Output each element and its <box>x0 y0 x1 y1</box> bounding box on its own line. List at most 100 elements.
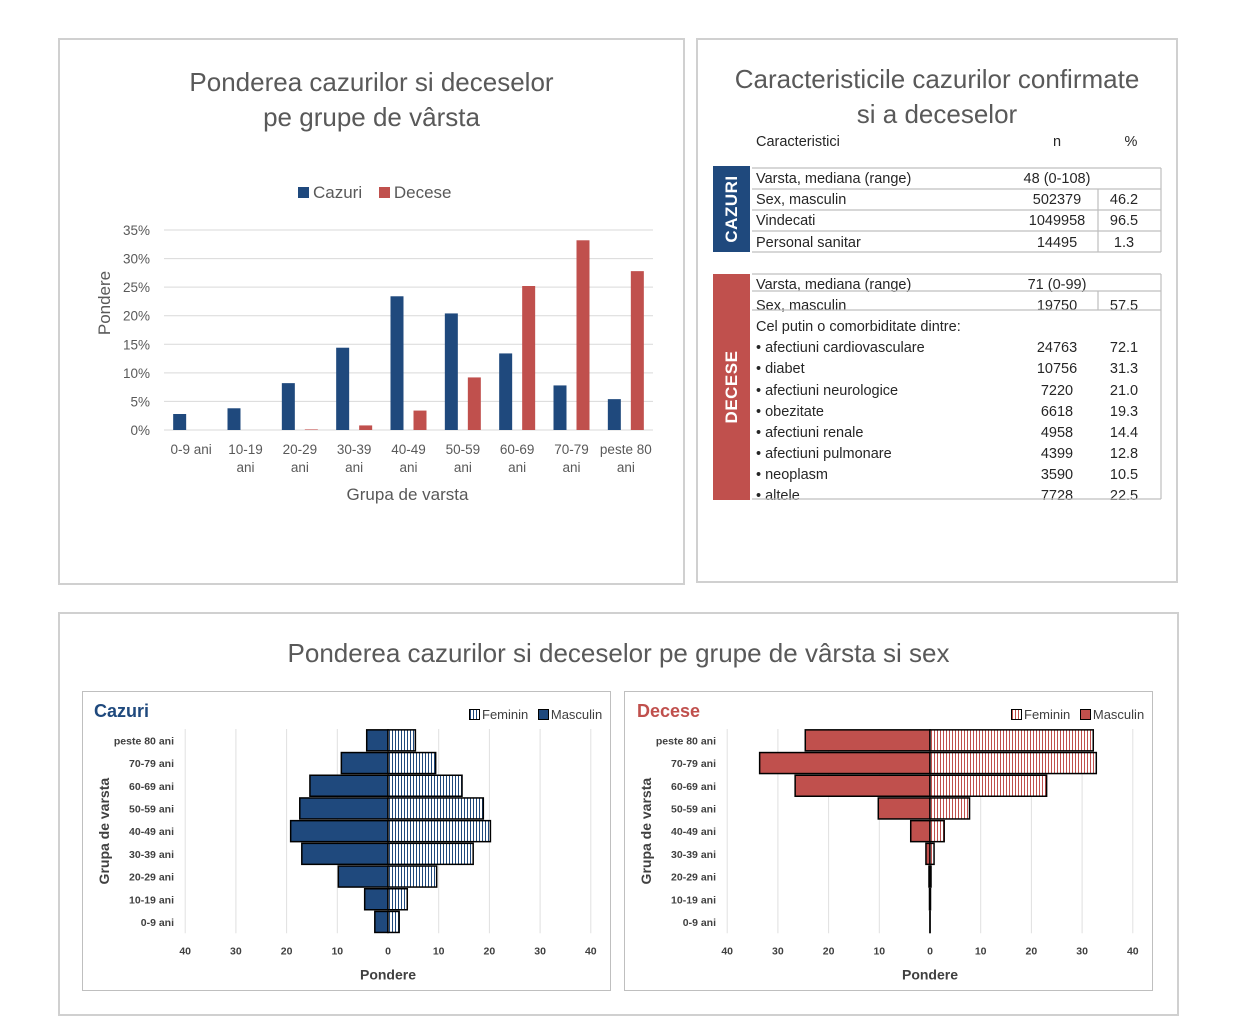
row-n: 7220 <box>1040 382 1074 399</box>
bar-feminin <box>387 819 492 843</box>
bar-feminin <box>387 910 400 934</box>
x-tick-label: 40 <box>179 945 191 957</box>
x-tick-label: 30 <box>230 945 242 957</box>
x-tick-label: 20 <box>484 945 496 957</box>
x-tick-label: ani <box>617 460 635 475</box>
legend-swatch-decese <box>378 187 390 198</box>
legend-label-feminin-decese: Feminin <box>1024 707 1071 722</box>
row-pct: 10.5 <box>1109 466 1139 483</box>
y-tick-label: 25% <box>123 280 150 295</box>
x-tick-label: 0-9 ani <box>171 442 212 457</box>
bar-feminin <box>387 797 485 820</box>
row-pct: 31.3 <box>1109 361 1139 378</box>
age-chart-title: Ponderea cazurilor si deceselor pe grupe… <box>60 65 683 135</box>
x-tick-label: ani <box>291 460 309 475</box>
bar-masculin <box>340 751 389 775</box>
age-chart-xlabel: Grupa de varsta <box>346 485 469 504</box>
age-bar-chart: 0% 5% 10% 15% 20% 25% 30% 35% 0-9 ani 10-19 ani 20-… <box>123 223 653 475</box>
x-tick-label: ani <box>508 460 526 475</box>
row-label: • afectiuni renale <box>756 424 864 441</box>
row-n: 502379 <box>1032 192 1082 209</box>
x-tick-label: 70-79 <box>554 442 589 457</box>
y-tick-label: 0% <box>130 423 150 438</box>
y-tick-label: 15% <box>123 337 150 352</box>
bar-feminin <box>929 865 932 888</box>
y-tick-label: 10-19 ani <box>129 894 174 906</box>
x-tick-label: 40-49 <box>391 442 426 457</box>
bar-masculin <box>909 819 931 843</box>
y-axis-label: Grupa de varsta <box>96 778 112 885</box>
row-label: • afectiuni neurologice <box>756 382 899 399</box>
x-tick-label: ani <box>345 460 363 475</box>
section-cazuri: CAZURI <box>713 166 750 252</box>
bar-cazuri <box>607 399 621 430</box>
y-tick-label: 10-19 ani <box>671 894 716 906</box>
y-tick-label: 50-59 ani <box>671 803 716 815</box>
bar-feminin <box>387 751 437 775</box>
age-chart-legend: Cazuri Decese <box>298 183 452 203</box>
bar-cazuri <box>336 347 350 430</box>
bar-masculin <box>337 865 389 888</box>
row-n: 4958 <box>1040 424 1074 441</box>
row-n: 71 (0-99) <box>1027 277 1087 293</box>
row-n: 10756 <box>1036 361 1078 378</box>
y-tick-label: 10% <box>123 366 150 381</box>
pyramid-cazuri-chart: 40 30 20 10 0 10 20 30 40 peste 80 ani 70-79 ani 60… <box>96 729 597 982</box>
row-label: Varsta, mediana (range) <box>756 171 912 187</box>
x-tick-label: 60-69 <box>500 442 535 457</box>
legend-label-masculin: Masculin <box>550 707 603 722</box>
header-caracteristici: Caracteristici <box>756 134 840 150</box>
pyramid-panel: Ponderea cazurilor si deceselor pe grupe… <box>58 612 1179 1016</box>
row-label: • neoplasm <box>756 466 828 483</box>
legend-label-masculin-decese: Masculin <box>1092 707 1145 722</box>
x-tick-label: 20 <box>1026 945 1038 957</box>
pyramid-cazuri-panel: Cazuri Feminin Masculin 40 30 20 10 0 10 20 30 4… <box>82 691 611 991</box>
row-pct: 1.3 <box>1113 234 1135 251</box>
x-tick-label: peste 80 <box>600 442 652 457</box>
y-tick-label: 30% <box>123 252 150 267</box>
pyramid-title: Ponderea cazurilor si deceselor pe grupe… <box>287 638 950 668</box>
header-n: n <box>1052 134 1062 150</box>
pyramid-decese-legend: Feminin Masculin <box>1011 707 1144 722</box>
bar-masculin <box>299 797 389 820</box>
bar-decese <box>576 240 590 430</box>
x-tick-label: 20-29 <box>283 442 318 457</box>
row-n: 48 (0-108) <box>1023 171 1091 187</box>
pyramid-cazuri-legend: Feminin Masculin <box>469 707 602 722</box>
pyramid-cazuri-title: Cazuri <box>94 701 150 721</box>
bar-masculin <box>758 751 931 775</box>
row-n: 1049958 <box>1028 213 1086 230</box>
x-axis-label: Pondere <box>902 966 958 982</box>
y-tick-label: 0-9 ani <box>683 917 716 929</box>
bar-decese <box>359 425 373 430</box>
bar-masculin <box>301 842 389 866</box>
x-tick-label: ani <box>562 460 580 475</box>
row-pct: 22.5 <box>1109 488 1139 504</box>
bar-feminin <box>929 751 1098 775</box>
bar-decese <box>304 429 318 430</box>
row-pct: 14.4 <box>1109 424 1139 441</box>
row-label: • afectiuni cardiovasculare <box>756 340 925 357</box>
legend-swatch-cazuri <box>298 187 309 198</box>
bar-masculin <box>374 910 389 934</box>
age-chart-title-line1: Ponderea cazurilor si deceselor <box>189 67 554 97</box>
x-axis-label: Pondere <box>360 966 416 982</box>
characteristics-panel: Caracteristicile cazurilor confirmate si… <box>696 38 1178 583</box>
row-label: • altele <box>756 488 800 504</box>
bar-cazuri <box>444 313 458 430</box>
x-tick-label: 20 <box>281 945 293 957</box>
bar-cazuri <box>553 385 567 430</box>
bar-feminin <box>387 729 417 752</box>
row-label: Varsta, mediana (range) <box>756 277 912 293</box>
row-label: • obezitate <box>756 403 824 420</box>
row-pct: 12.8 <box>1109 445 1139 462</box>
x-tick-label: 10 <box>433 945 445 957</box>
bar-decese <box>630 271 644 430</box>
bar-masculin <box>309 774 389 797</box>
row-pct: 19.3 <box>1109 403 1139 420</box>
table-title-line2: si a deceselor <box>856 99 1018 129</box>
pyramid-decese-chart: 40 30 20 10 0 10 20 30 40 peste 80 ani 70-79 ani 60… <box>638 729 1139 982</box>
bar-feminin <box>929 774 1048 797</box>
bar-masculin <box>804 729 931 752</box>
y-tick-label: 30-39 ani <box>671 849 716 861</box>
